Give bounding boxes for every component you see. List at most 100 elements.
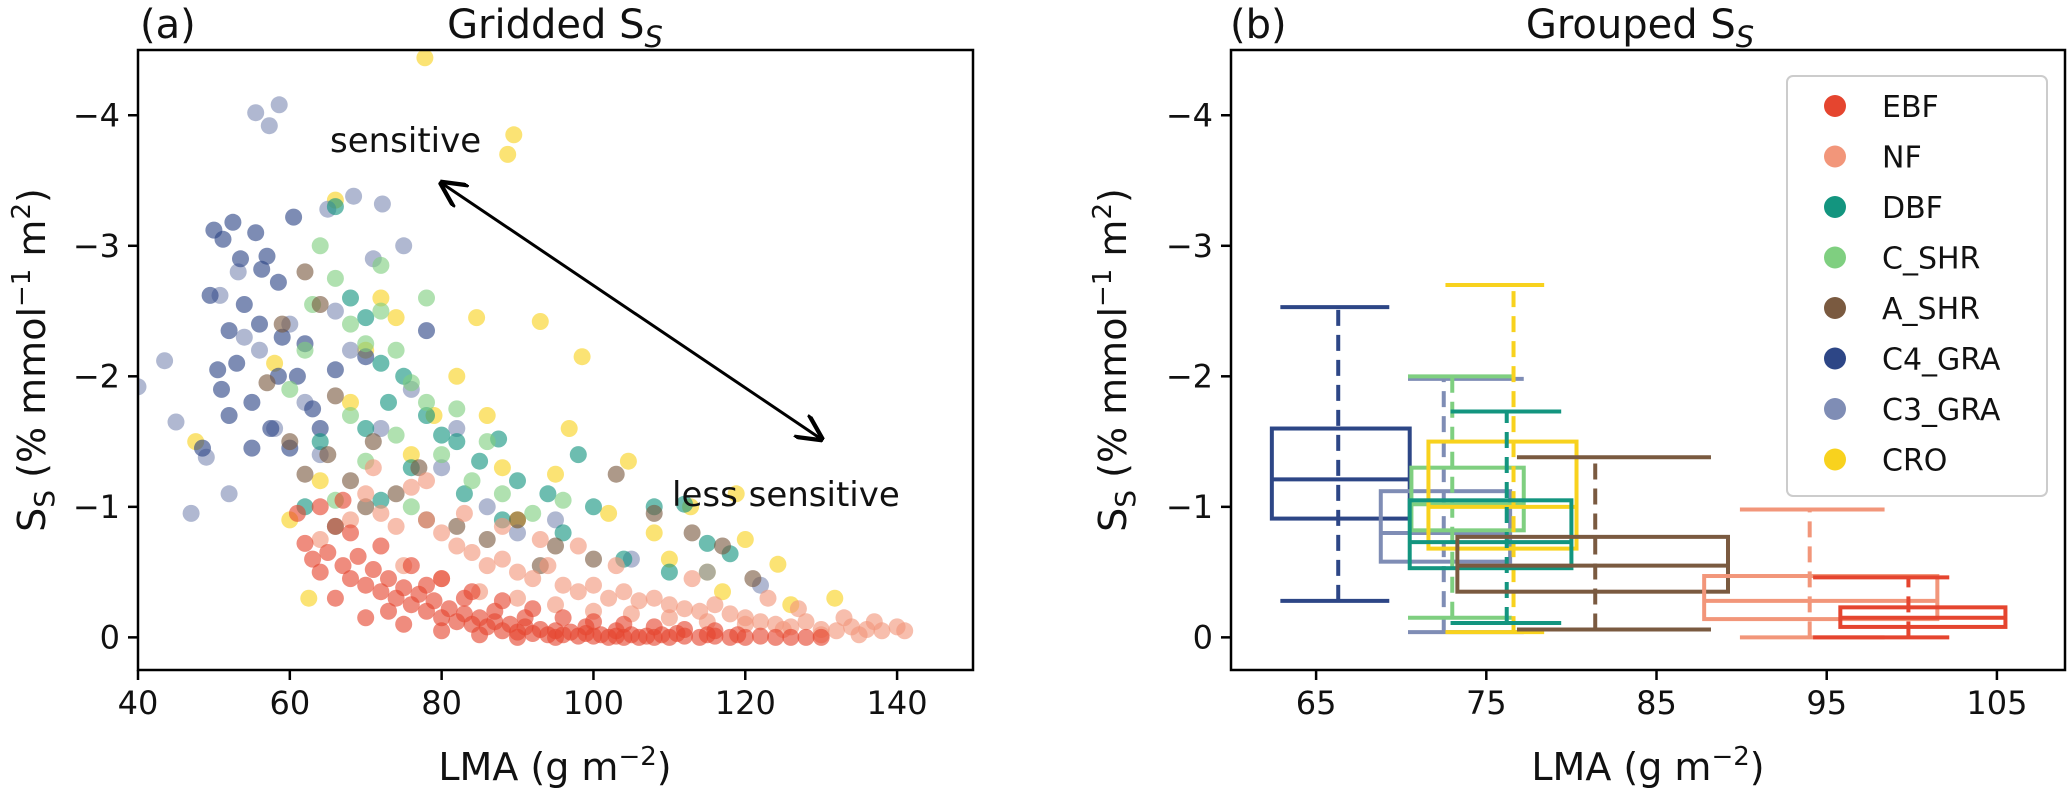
scatter-point [509, 524, 526, 542]
y-tick-label: −1 [1166, 488, 1213, 526]
scatter-point [372, 583, 390, 601]
scatter-point [569, 537, 587, 555]
scatter-point [342, 524, 359, 542]
panel-a-y-ticks: 0 −1 −2 −3 −4 [73, 96, 138, 656]
legend-label: NF [1882, 141, 1922, 176]
scatter-point [676, 600, 693, 618]
panel-a-frame [136, 48, 975, 672]
scatter-point [304, 550, 322, 568]
y-tick-label: −2 [1166, 357, 1213, 395]
scatter-point [573, 348, 591, 366]
scatter-point [296, 263, 314, 281]
scatter-point [251, 315, 268, 333]
scatter-point [736, 531, 754, 548]
annotation-less-sensitive: less sensitive [672, 475, 900, 515]
scatter-point [220, 322, 238, 340]
scatter-point [418, 289, 435, 307]
scatter-point [167, 413, 185, 431]
scatter-point [524, 504, 542, 522]
panel-b: (b) Grouped SS 65 75 85 95 105 0 −1 −2 −3 −4 EBF… [1088, 2, 2067, 789]
scatter-point [478, 557, 496, 575]
legend-item-cro: CRO [1824, 444, 1947, 479]
legend-label: DBF [1882, 191, 1943, 226]
scatter-point [569, 446, 587, 464]
scatter-point [729, 626, 747, 644]
panel-b-tag: (b) [1230, 2, 1287, 48]
x-tick-label: 95 [1806, 684, 1847, 722]
scatter-point [402, 557, 420, 575]
legend-label: C_SHR [1882, 242, 1980, 277]
scatter-point [812, 628, 830, 646]
scatter-point [235, 328, 253, 346]
scatter-point [319, 446, 337, 464]
scatter-point [645, 504, 663, 522]
scatter-point [418, 322, 435, 340]
scatter-point [560, 420, 578, 437]
legend-item-ebf: EBF [1824, 90, 1939, 125]
scatter-point [759, 589, 777, 607]
trend-arrow [442, 183, 822, 439]
iqr-box [1269, 426, 1412, 521]
scatter-point [288, 504, 306, 522]
scatter-point [577, 618, 595, 636]
scatter-point [410, 459, 428, 477]
scatter-point [615, 583, 633, 601]
scatter-point [357, 420, 375, 437]
scatter-point [524, 570, 542, 588]
x-tick-label: 140 [867, 684, 928, 722]
scatter-point [319, 544, 337, 561]
scatter-point [714, 583, 731, 601]
scatter-point [300, 589, 318, 607]
x-tick-label: 120 [715, 684, 776, 722]
scatter-point [387, 485, 405, 503]
scatter-point [683, 524, 701, 542]
panel-b-x-label: LMA (g m−2) [1531, 742, 1764, 789]
scatter-point [585, 550, 602, 568]
scatter-point [402, 374, 420, 392]
scatter-point [387, 426, 405, 444]
scatter-point [547, 628, 564, 646]
scatter-point [569, 583, 587, 601]
x-tick-label: 85 [1636, 684, 1677, 722]
scatter-point [418, 393, 435, 411]
scatter-point [468, 309, 486, 327]
scatter-point [416, 50, 434, 67]
scatter-point [668, 625, 686, 642]
scatter-point [395, 615, 413, 633]
scatter-point [387, 341, 405, 359]
scatter-point [660, 550, 678, 568]
scatter-point [448, 367, 466, 385]
scatter-point [547, 511, 564, 529]
scatter-point [896, 622, 914, 640]
scatter-point [395, 579, 413, 597]
scatter-point [349, 547, 367, 565]
scatter-point [220, 407, 238, 424]
scatter-point [357, 609, 375, 627]
scatter-point [372, 289, 390, 307]
scatter-point [752, 627, 769, 645]
scatter-point [789, 600, 807, 618]
scatter-point [364, 561, 382, 578]
x-tick-label: 80 [421, 684, 462, 722]
scatter-point [270, 96, 288, 114]
scatter-point [433, 524, 451, 542]
scatter-point [232, 250, 249, 268]
scatter-point [402, 498, 420, 516]
scatter-point [357, 576, 375, 594]
scatter-point [251, 341, 268, 359]
scatter-point [607, 465, 625, 483]
scatter-point [769, 555, 787, 573]
scatter-point [493, 550, 511, 568]
scatter-point [478, 498, 496, 516]
scatter-point [418, 407, 435, 424]
scatter-point [727, 485, 745, 503]
scatter-point [380, 570, 397, 588]
legend-label: EBF [1882, 90, 1939, 125]
scatter-point [372, 256, 390, 274]
scatter-point [326, 387, 344, 405]
scatter-point [311, 563, 329, 581]
panel-a-title: Gridded SS [447, 2, 663, 54]
scatter-point [547, 537, 564, 555]
scatter-point [342, 289, 359, 307]
scatter-point [600, 589, 618, 607]
